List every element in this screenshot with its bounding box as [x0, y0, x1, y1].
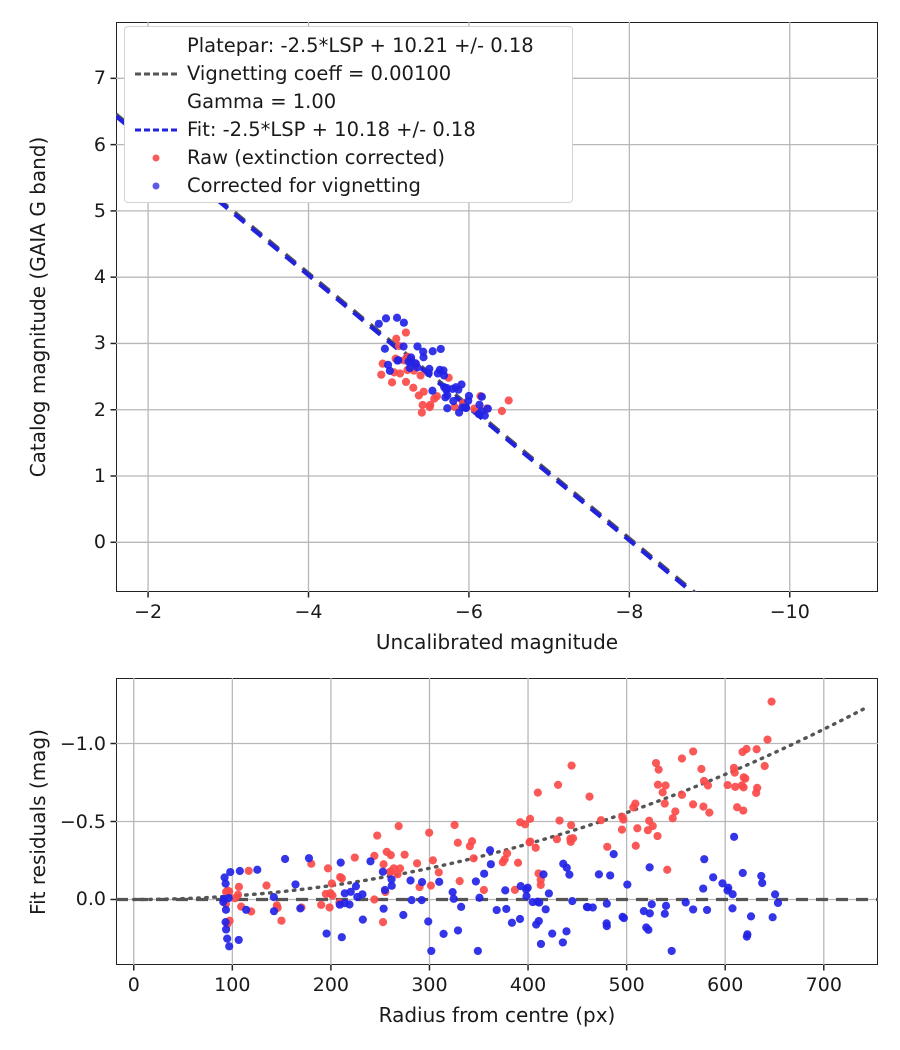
plot-legend: Platepar: -2.5*LSP + 10.21 +/- 0.18 Vign…: [124, 26, 573, 203]
y-tick-label: 1: [93, 465, 106, 487]
y-tick-label: 7: [93, 67, 106, 90]
x-tick-label: 200: [312, 974, 350, 996]
x-tick-label: −8: [615, 601, 644, 623]
x-tick-label: 100: [214, 974, 251, 996]
dashed-gray-line-key: [133, 64, 179, 84]
x-tick-label: −10: [769, 601, 810, 623]
y-tick-label: 3: [93, 332, 106, 355]
dashed-blue-line-key: [133, 120, 179, 140]
x-tick-label: 400: [509, 974, 547, 996]
legend-entry-platepar: Platepar: -2.5*LSP + 10.21 +/- 0.18 Vign…: [133, 32, 562, 116]
y-tick-label: 6: [93, 133, 106, 156]
y-tick-label: 5: [93, 199, 106, 222]
y-tick-label: 2: [93, 398, 106, 421]
legend-label-corrected: Corrected for vignetting: [187, 174, 421, 198]
legend-entry-corrected: Corrected for vignetting: [133, 172, 562, 200]
legend-label-platepar: Platepar: -2.5*LSP + 10.21 +/- 0.18: [187, 34, 534, 57]
y-tick-label: 4: [93, 266, 106, 289]
x-tick-label: 700: [805, 974, 842, 996]
x-tick-label: 0: [127, 974, 140, 996]
x-tick-label: −4: [294, 601, 323, 623]
x-tick-label: 500: [608, 974, 645, 996]
x-tick-label: 600: [707, 974, 744, 996]
legend-label-raw: Raw (extinction corrected): [187, 146, 445, 170]
legend-entry-raw: Raw (extinction corrected): [133, 144, 562, 172]
legend-label-gamma: Gamma = 1.00: [187, 90, 337, 113]
top-plot-canvas: [110, 22, 878, 598]
y-tick-label: 0.0: [75, 888, 106, 911]
legend-entry-fit: Fit: -2.5*LSP + 10.18 +/- 0.18: [133, 116, 562, 144]
blue-dot-marker-key: [133, 176, 179, 196]
x-tick-label: −6: [454, 601, 483, 623]
legend-label-fit: Fit: -2.5*LSP + 10.18 +/- 0.18: [187, 118, 476, 142]
y-tick-label: 0: [93, 531, 106, 554]
bottom-xaxis-title: Radius from centre (px): [378, 1003, 616, 1027]
x-tick-label: −2: [134, 601, 163, 623]
bottom-yaxis-title: Fit residuals (mag): [26, 728, 50, 915]
x-tick-label: 300: [411, 974, 448, 996]
legend-label-vignetting-coeff: Vignetting coeff = 0.00100: [187, 62, 452, 85]
y-tick-label: −1.0: [59, 732, 106, 755]
red-dot-marker-key: [133, 148, 179, 168]
y-tick-label: −0.5: [59, 810, 106, 833]
panel-photometric-calibration: −2 −4 −6 −8 −10 0 1 2 3 4 5 6 7 Uncalibrated magnitu…: [26, 22, 878, 654]
top-xaxis-title: Uncalibrated magnitude: [375, 630, 619, 654]
